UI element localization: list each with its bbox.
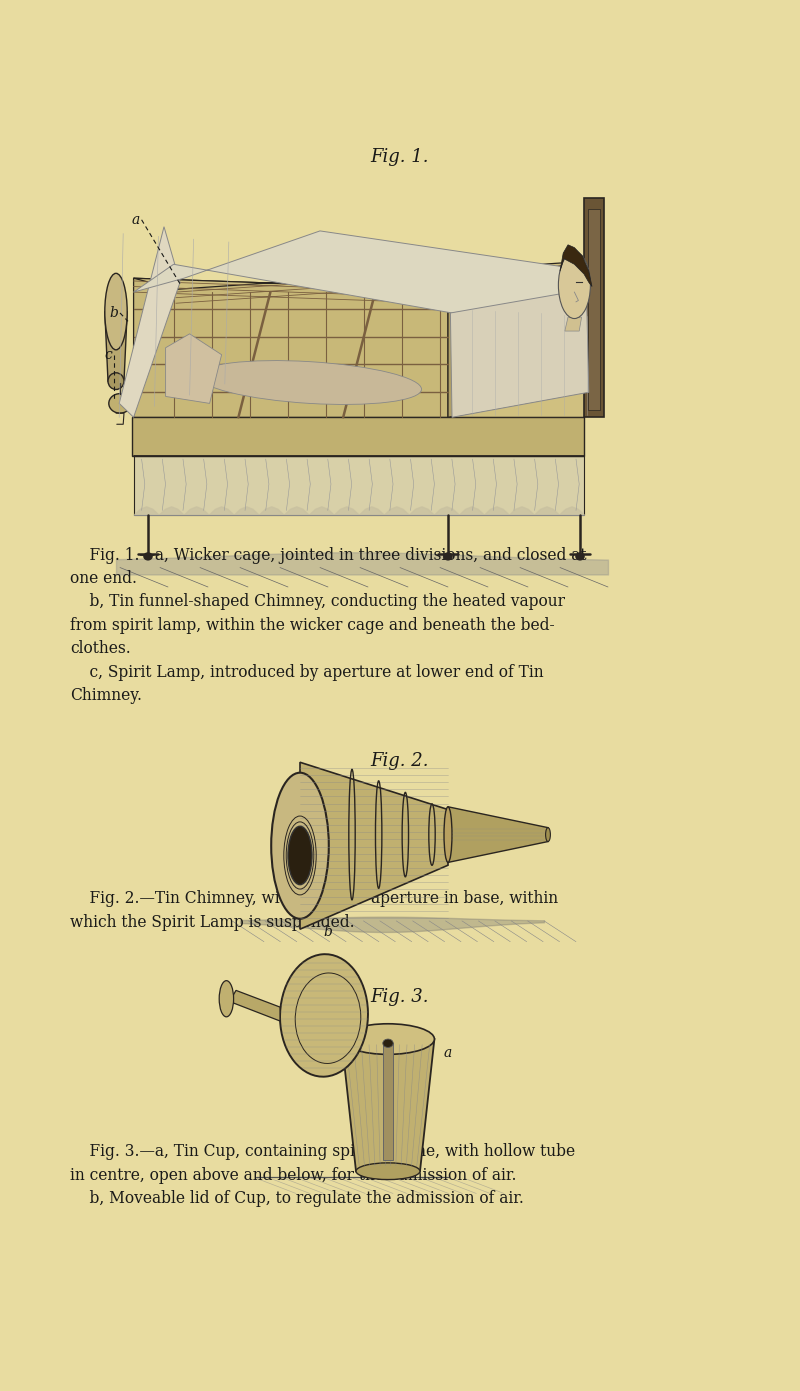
Polygon shape xyxy=(134,262,582,289)
Ellipse shape xyxy=(558,252,590,319)
Text: from spirit lamp, within the wicker cage and beneath the bed-: from spirit lamp, within the wicker cage… xyxy=(70,616,555,634)
Ellipse shape xyxy=(288,826,312,885)
Polygon shape xyxy=(383,1043,394,1160)
Polygon shape xyxy=(300,762,448,929)
Polygon shape xyxy=(152,392,600,417)
Text: Chimney.: Chimney. xyxy=(70,687,142,704)
Ellipse shape xyxy=(108,373,124,389)
Ellipse shape xyxy=(280,954,368,1077)
Ellipse shape xyxy=(342,1024,434,1054)
Text: b, Moveable lid of Cup, to regulate the admission of air.: b, Moveable lid of Cup, to regulate the … xyxy=(70,1191,524,1207)
Ellipse shape xyxy=(198,360,422,405)
Text: Fig. 3.: Fig. 3. xyxy=(370,989,430,1006)
Polygon shape xyxy=(134,456,584,515)
Text: Fig. 3.—a, Tin Cup, containing spirit of wine, with hollow tube: Fig. 3.—a, Tin Cup, containing spirit of… xyxy=(70,1143,575,1160)
Polygon shape xyxy=(132,417,584,456)
Polygon shape xyxy=(105,312,127,381)
Polygon shape xyxy=(448,262,582,417)
Ellipse shape xyxy=(444,807,452,862)
Ellipse shape xyxy=(271,772,329,918)
Polygon shape xyxy=(448,807,548,862)
Text: c, Spirit Lamp, introduced by aperture at lower end of Tin: c, Spirit Lamp, introduced by aperture a… xyxy=(70,664,544,680)
Text: a: a xyxy=(444,1046,452,1060)
Ellipse shape xyxy=(105,273,127,351)
Text: Fig. 1.: Fig. 1. xyxy=(370,149,430,166)
Text: Fig. 1.—a, Wicker cage, jointed in three divisions, and closed at: Fig. 1.—a, Wicker cage, jointed in three… xyxy=(70,547,587,563)
Ellipse shape xyxy=(575,552,585,561)
Polygon shape xyxy=(450,289,589,417)
Polygon shape xyxy=(230,990,280,1021)
Text: Fig. 2.—Tin Chimney, with circular  aperture in base, within: Fig. 2.—Tin Chimney, with circular apert… xyxy=(70,890,558,907)
Polygon shape xyxy=(134,231,589,313)
Polygon shape xyxy=(588,209,600,410)
Ellipse shape xyxy=(143,552,153,561)
Polygon shape xyxy=(560,245,592,287)
Polygon shape xyxy=(166,334,222,403)
Ellipse shape xyxy=(546,828,550,842)
Text: clothes.: clothes. xyxy=(70,640,131,657)
Ellipse shape xyxy=(356,1163,420,1180)
Text: Fig. 2.: Fig. 2. xyxy=(370,753,430,769)
Text: in centre, open above and below, for the admission of air.: in centre, open above and below, for the… xyxy=(70,1167,517,1184)
Text: one end.: one end. xyxy=(70,570,138,587)
Polygon shape xyxy=(134,278,176,417)
Text: c: c xyxy=(104,348,112,362)
Text: a: a xyxy=(132,213,140,227)
Ellipse shape xyxy=(109,394,131,413)
Polygon shape xyxy=(119,227,180,417)
Polygon shape xyxy=(342,1039,434,1171)
Text: b, Tin funnel-shaped Chimney, conducting the heated vapour: b, Tin funnel-shaped Chimney, conducting… xyxy=(70,594,566,611)
Text: b: b xyxy=(110,306,118,320)
Ellipse shape xyxy=(219,981,234,1017)
Polygon shape xyxy=(584,198,604,417)
Text: which the Spirit Lamp is suspended.: which the Spirit Lamp is suspended. xyxy=(70,914,355,931)
Polygon shape xyxy=(134,278,448,417)
Ellipse shape xyxy=(443,552,453,561)
Ellipse shape xyxy=(383,1039,394,1047)
Polygon shape xyxy=(565,317,582,331)
Text: b: b xyxy=(323,925,333,939)
